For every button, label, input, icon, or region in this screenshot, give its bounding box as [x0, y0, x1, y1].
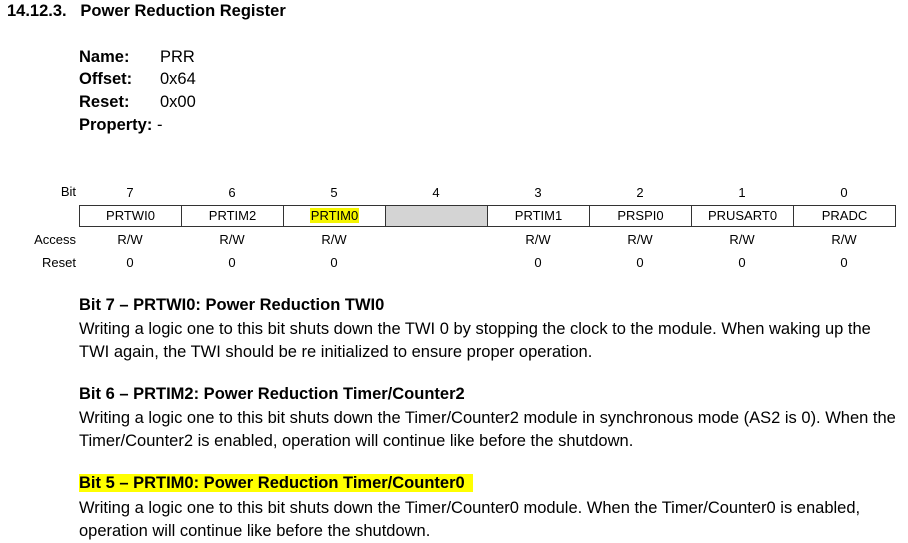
bit-name: PRTIM2 — [208, 208, 257, 223]
reset-label: Reset: — [79, 93, 130, 111]
bit-name-cell-prtwi0: PRTWI0 — [79, 205, 182, 227]
bit-name-cell-prtim0: PRTIM0 — [283, 205, 386, 227]
access-value: R/W — [831, 232, 857, 247]
reset-bit-value: 0 — [330, 255, 338, 270]
access-value: R/W — [627, 232, 653, 247]
offset-value: 0x64 — [160, 70, 196, 88]
access-value: R/W — [525, 232, 551, 247]
bit-name: PRSPI0 — [617, 208, 664, 223]
bit-name-cell-pradc: PRADC — [793, 205, 896, 227]
reset-bit-value: 0 — [636, 255, 644, 270]
bit-name-cell-prusart0: PRUSART0 — [691, 205, 794, 227]
bit-name-cell-prtim2: PRTIM2 — [181, 205, 284, 227]
section-title-text: Power Reduction Register — [80, 2, 286, 20]
bit-number: 7 — [126, 185, 134, 200]
reset-bit-value: 0 — [534, 255, 542, 270]
reset-bit-value: 0 — [228, 255, 236, 270]
access-value: R/W — [219, 232, 245, 247]
name-value: PRR — [160, 48, 195, 66]
reset-bit-value: 0 — [738, 255, 746, 270]
bit-number: 5 — [330, 185, 338, 200]
bit-name-cell-prtim1: PRTIM1 — [487, 205, 590, 227]
bit5-heading: Bit 5 – PRTIM0: Power Reduction Timer/Co… — [79, 474, 473, 493]
access-value: R/W — [321, 232, 347, 247]
reset-bit-value: 0 — [840, 255, 848, 270]
offset-label: Offset: — [79, 70, 133, 88]
bit-row-label: Bit — [60, 184, 76, 199]
bit7-heading: Bit 7 – PRTWI0: Power Reduction TWI0 — [79, 296, 385, 314]
bit6-description: Writing a logic one to this bit shuts do… — [79, 409, 896, 450]
bit-name-cell-prspi0: PRSPI0 — [589, 205, 692, 227]
bit-name: PRTWI0 — [106, 208, 155, 223]
bit6-heading: Bit 6 – PRTIM2: Power Reduction Timer/Co… — [79, 385, 465, 403]
bit-number: 2 — [636, 185, 644, 200]
bit-number: 1 — [738, 185, 746, 200]
property-value: - — [156, 116, 163, 134]
bit-name: PRUSART0 — [707, 208, 778, 223]
bit-name-cell-reserved — [385, 205, 488, 227]
section-number: 14.12.3. — [7, 2, 67, 20]
bit-number: 3 — [534, 185, 542, 200]
reset-bit-value: 0 — [126, 255, 134, 270]
bit-name: PRTIM1 — [514, 208, 563, 223]
access-value: R/W — [117, 232, 143, 247]
bit-name-highlighted: PRTIM0 — [309, 208, 360, 223]
bit5-description: Writing a logic one to this bit shuts do… — [79, 499, 861, 540]
bit-number: 0 — [840, 185, 848, 200]
bit-name: PRADC — [821, 208, 868, 223]
bit7-description: Writing a logic one to this bit shuts do… — [79, 320, 871, 361]
section-title: 14.12.3. Power Reduction Register — [7, 2, 286, 21]
bit-number: 4 — [432, 185, 440, 200]
access-value: R/W — [729, 232, 755, 247]
bit5-heading-highlighted: Bit 5 – PRTIM0: Power Reduction Timer/Co… — [79, 474, 473, 492]
reset-row-label: Reset — [42, 255, 76, 270]
bit-number: 6 — [228, 185, 236, 200]
property-label-text: Property: — [79, 116, 153, 134]
name-label: Name: — [79, 48, 130, 66]
property-label: Property: - — [79, 116, 162, 135]
access-row-label: Access — [34, 232, 76, 247]
reset-value: 0x00 — [160, 93, 196, 111]
